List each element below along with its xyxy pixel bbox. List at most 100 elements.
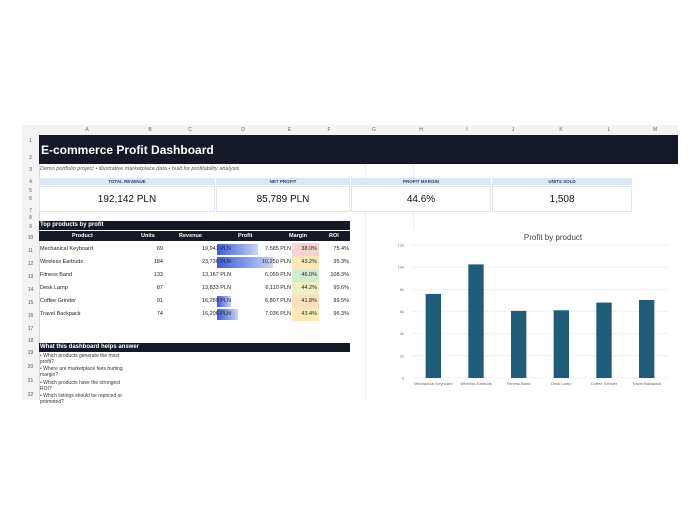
units-cell[interactable]: 133 — [153, 272, 163, 278]
units-cell[interactable]: 87 — [156, 285, 163, 291]
row-21[interactable]: 21 — [27, 378, 34, 384]
profit-cell[interactable]: 6,059 PLN — [265, 272, 291, 278]
table-row[interactable]: Fitness Band 133 13,167 PLN 6,059 PLN 46.0% 1… — [39, 269, 350, 282]
header-profit[interactable]: Profit — [238, 233, 253, 239]
profit-cell[interactable]: 7,585 PLN — [265, 246, 291, 252]
profit-cell[interactable]: 10,250 PLN — [261, 259, 291, 265]
kpi-value-profit[interactable]: 85,789 PLN — [216, 186, 350, 212]
product-cell[interactable]: Mechanical Keyboard — [40, 246, 93, 252]
col-F[interactable]: F — [327, 127, 331, 133]
roi-cell[interactable]: 99.6% — [333, 285, 349, 291]
revenue-cell[interactable]: 23,736 PLN — [201, 259, 231, 265]
header-roi[interactable]: ROI — [329, 233, 339, 239]
col-K[interactable]: K — [559, 127, 563, 133]
kpi-label-units: UNITS SOLD — [492, 178, 632, 185]
row-10[interactable]: 10 — [27, 235, 34, 241]
kpi-value-units[interactable]: 1,508 — [492, 186, 632, 212]
row-7[interactable]: 7 — [29, 208, 32, 214]
col-C[interactable]: C — [188, 127, 192, 133]
row-6[interactable]: 6 — [29, 196, 32, 202]
revenue-cell[interactable]: 13,833 PLN — [201, 285, 231, 291]
margin-cell[interactable]: 46.0% — [301, 272, 317, 278]
table-row[interactable]: Desk Lamp 87 13,833 PLN 6,110 PLN 44.2% 99.6% — [39, 282, 350, 295]
row-12[interactable]: 12 — [27, 261, 34, 267]
product-cell[interactable]: Coffee Grinder — [40, 298, 76, 304]
roi-cell[interactable]: 89.5% — [333, 298, 349, 304]
row-22[interactable]: 22 — [27, 392, 34, 398]
row-2[interactable]: 2 — [29, 155, 32, 161]
col-L[interactable]: L — [607, 127, 611, 133]
chart-bar[interactable] — [638, 300, 655, 378]
col-M[interactable]: M — [652, 127, 658, 133]
row-1[interactable]: 1 — [29, 138, 32, 144]
profit-cell[interactable]: 6,807 PLN — [265, 298, 291, 304]
roi-cell[interactable]: 108.3% — [330, 272, 349, 278]
margin-cell[interactable]: 43.4% — [301, 311, 317, 317]
table-row[interactable]: Coffee Grinder 91 16,289 PLN 6,807 PLN 41.8%… — [39, 295, 350, 308]
row-13[interactable]: 13 — [27, 274, 34, 280]
revenue-cell[interactable]: 13,167 PLN — [201, 272, 231, 278]
table-row[interactable]: Wireless Earbuds 184 23,736 PLN 10,250 PLN 4… — [39, 256, 350, 269]
roi-cell[interactable]: 75.4% — [333, 246, 349, 252]
chart-bar[interactable] — [510, 310, 527, 378]
row-17[interactable]: 17 — [27, 326, 34, 332]
col-D[interactable]: D — [241, 127, 245, 133]
chart-bar[interactable] — [596, 302, 612, 378]
col-G[interactable]: G — [372, 127, 376, 133]
y-tick-label: 12k — [398, 243, 404, 248]
revenue-cell[interactable]: 19,941 PLN — [201, 246, 231, 252]
margin-cell[interactable]: 43.2% — [301, 259, 317, 265]
subtitle: Demo portfolio project • illustrative ma… — [40, 166, 240, 172]
col-B[interactable]: B — [148, 127, 152, 133]
row-15[interactable]: 15 — [27, 300, 34, 306]
revenue-cell[interactable]: 16,206 PLN — [201, 311, 231, 317]
roi-cell[interactable]: 95.3% — [333, 259, 349, 265]
row-18[interactable]: 18 — [27, 338, 34, 344]
col-H[interactable]: H — [419, 127, 423, 133]
units-cell[interactable]: 69 — [156, 246, 163, 252]
product-cell[interactable]: Fitness Band — [40, 272, 73, 278]
title-bar[interactable]: E-commerce Profit Dashboard — [39, 135, 678, 164]
margin-cell[interactable]: 41.8% — [301, 298, 317, 304]
profit-chart[interactable]: Profit by product 0 2k 4k 6k 8k 10k 12k Mechanic… — [370, 230, 678, 400]
y-tick-label: 4k — [400, 331, 404, 336]
row-8[interactable]: 8 — [29, 215, 32, 221]
header-product[interactable]: Product — [72, 233, 93, 239]
units-cell[interactable]: 91 — [156, 298, 163, 304]
kpi-value-revenue[interactable]: 192,142 PLN — [39, 186, 215, 212]
product-cell[interactable]: Desk Lamp — [40, 285, 68, 291]
revenue-cell[interactable]: 16,289 PLN — [201, 298, 231, 304]
kpi-value-margin[interactable]: 44.6% — [351, 186, 491, 212]
profit-cell[interactable]: 6,110 PLN — [265, 285, 291, 291]
header-units[interactable]: Units — [141, 233, 155, 239]
col-E[interactable]: E — [287, 127, 292, 133]
row-5[interactable]: 5 — [29, 188, 32, 194]
row-19[interactable]: 19 — [27, 350, 34, 356]
profit-cell[interactable]: 7,036 PLN — [265, 311, 291, 317]
row-9[interactable]: 9 — [29, 224, 32, 230]
question-item: • Which products generate the most profi… — [40, 353, 120, 365]
row-14[interactable]: 14 — [27, 287, 34, 293]
row-11[interactable]: 11 — [27, 248, 34, 254]
table-row[interactable]: Mechanical Keyboard 69 19,941 PLN 7,585 PLN… — [39, 243, 350, 256]
row-4[interactable]: 4 — [29, 179, 32, 185]
col-I[interactable]: I — [466, 127, 468, 133]
col-J[interactable]: J — [511, 127, 515, 133]
units-cell[interactable]: 184 — [153, 259, 163, 265]
row-3[interactable]: 3 — [29, 167, 32, 173]
header-margin[interactable]: Margin — [289, 233, 308, 239]
product-cell[interactable]: Wireless Earbuds — [40, 259, 84, 265]
chart-bar[interactable] — [425, 293, 442, 378]
product-cell[interactable]: Travel Backpack — [40, 311, 81, 317]
row-20[interactable]: 20 — [27, 364, 34, 370]
roi-cell[interactable]: 96.3% — [333, 311, 349, 317]
chart-bar[interactable] — [553, 310, 570, 378]
table-row[interactable]: Travel Backpack 74 16,206 PLN 7,036 PLN 43.4… — [39, 308, 350, 321]
chart-bar[interactable] — [468, 264, 484, 378]
row-16[interactable]: 16 — [27, 313, 34, 319]
margin-cell[interactable]: 44.2% — [301, 285, 317, 291]
margin-cell[interactable]: 38.0% — [301, 246, 317, 252]
units-cell[interactable]: 74 — [156, 311, 163, 317]
header-revenue[interactable]: Revenue — [179, 233, 202, 239]
col-A[interactable]: A — [85, 127, 89, 133]
